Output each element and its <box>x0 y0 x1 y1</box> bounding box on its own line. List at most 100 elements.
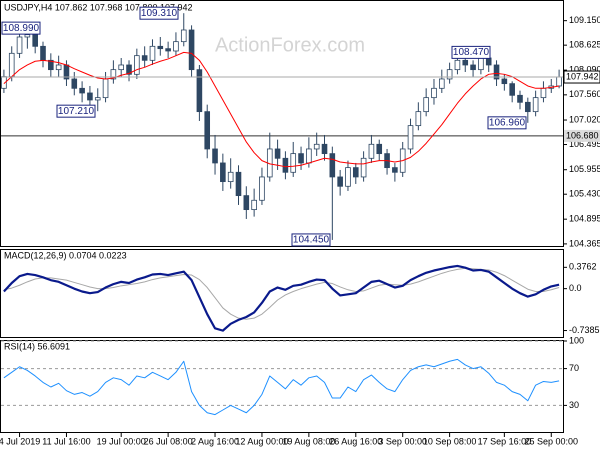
y-tick-label: -0.7385 <box>569 325 600 335</box>
candle-body <box>298 153 304 164</box>
annotation-box <box>139 6 179 20</box>
watermark: ActionForex.com <box>215 34 365 56</box>
candle-body <box>321 143 328 155</box>
candle-body <box>532 97 539 113</box>
level-label: 106.680 <box>566 130 599 140</box>
candle-body <box>407 125 414 150</box>
candle-body <box>525 101 531 113</box>
macd-title: MACD(12,26,9) 0.0704 0.0223 <box>4 250 127 260</box>
candle-body <box>376 143 383 155</box>
candle-body <box>16 36 23 54</box>
candle-body <box>173 41 179 52</box>
candle-body <box>79 87 85 94</box>
series-line <box>3 358 560 416</box>
annotation-box <box>56 104 96 118</box>
y-tick-label: 108.625 <box>569 40 600 50</box>
candle-body <box>196 69 203 113</box>
candle-body <box>102 78 109 99</box>
annotation-box <box>291 233 331 247</box>
candle-body <box>501 78 508 85</box>
candle-body <box>8 52 15 78</box>
candle-body <box>313 143 320 150</box>
candle-body <box>415 111 422 127</box>
candle-body <box>134 55 140 75</box>
y-tick-label: 0.0 <box>569 283 582 293</box>
x-tick-label: 26 Jul 08:00 <box>144 436 193 446</box>
annotation-box <box>487 116 527 130</box>
candle-body <box>24 34 31 38</box>
candle-body <box>32 34 38 47</box>
x-tick-label: 25 Sep 00:00 <box>524 436 578 446</box>
price-panel <box>0 0 564 247</box>
candle-body <box>470 64 476 71</box>
candle-body <box>306 148 312 164</box>
candle-body <box>110 69 117 80</box>
candle-body <box>329 153 336 178</box>
rsi-panel <box>0 340 564 433</box>
candle-body <box>87 92 93 101</box>
candle-body <box>48 59 54 71</box>
y-tick-label: 107.020 <box>569 114 600 124</box>
candle-body <box>509 83 515 96</box>
candle-body <box>392 167 398 173</box>
y-tick-label: 109.150 <box>569 15 600 25</box>
x-tick-label: 26 Aug 16:00 <box>329 436 382 446</box>
candle-body <box>517 94 523 103</box>
candle-body <box>290 153 297 173</box>
y-tick-label: 30 <box>569 400 579 410</box>
candle-body <box>352 167 359 178</box>
y-tick-label: 104.895 <box>569 214 600 224</box>
candle-body <box>157 45 164 50</box>
last-price-label: 107.942 <box>566 71 599 81</box>
candle-body <box>251 199 257 211</box>
x-tick-label: 19 Jul 00:00 <box>97 436 146 446</box>
y-tick-label: 108.090 <box>569 64 600 74</box>
candle-body <box>188 29 195 71</box>
x-tick-label: 17 Sep 16:00 <box>478 436 532 446</box>
candle-body <box>556 76 562 87</box>
candle-body <box>540 87 547 99</box>
candle-body <box>431 87 437 99</box>
annotation-label: 109.310 <box>141 8 178 19</box>
candle-body <box>55 64 62 71</box>
candle-body <box>423 97 429 113</box>
annotation-label: 106.960 <box>489 117 526 128</box>
chart-title: USDJPY,H4 107.862 107.968 107.800 107.94… <box>4 2 193 12</box>
candle-body <box>360 157 367 178</box>
candle-body <box>141 55 148 61</box>
candle-body <box>478 57 484 71</box>
candle-body <box>180 29 187 43</box>
candle-body <box>204 111 211 150</box>
candle-body <box>259 176 265 201</box>
rsi-title: RSI(14) 56.6091 <box>4 341 70 351</box>
y-tick-label: 107.560 <box>569 89 600 99</box>
annotation-label: 108.470 <box>453 47 490 58</box>
candle-body <box>235 171 242 197</box>
candle-body <box>462 59 469 66</box>
candle-body <box>345 167 351 187</box>
candle-body <box>126 64 132 75</box>
x-tick-label: 4 Jul 2019 <box>0 436 40 446</box>
annotation-label: 104.450 <box>293 235 330 246</box>
candle-body <box>337 176 343 187</box>
annotation-box <box>451 45 491 59</box>
y-tick-label: 105.955 <box>569 164 600 174</box>
candle-body <box>94 97 101 101</box>
candle-body <box>71 78 78 89</box>
annotation-box <box>1 21 41 35</box>
candle-body <box>220 162 226 183</box>
candle-body <box>368 143 375 159</box>
last-price-box <box>563 70 600 84</box>
annotation-label: 108.990 <box>3 23 40 34</box>
y-tick-label: 0.3762 <box>569 262 597 272</box>
y-tick-label: 100 <box>569 335 584 345</box>
x-tick-label: 2 Aug 16:00 <box>191 436 239 446</box>
x-tick-label: 3 Sep 00:00 <box>378 436 427 446</box>
level-box <box>564 129 600 142</box>
candle-body <box>454 59 461 71</box>
candle-body <box>243 195 250 211</box>
candle-body <box>227 171 234 183</box>
candle-body <box>446 69 453 80</box>
